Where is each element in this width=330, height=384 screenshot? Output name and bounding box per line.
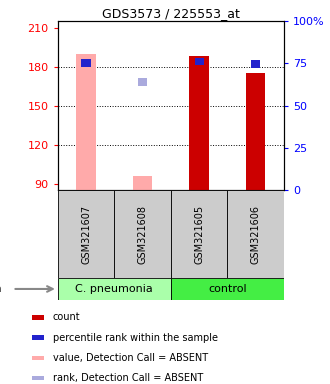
Bar xyxy=(246,73,265,190)
Bar xyxy=(58,278,171,300)
Bar xyxy=(171,190,227,278)
Title: GDS3573 / 225553_at: GDS3573 / 225553_at xyxy=(102,7,240,20)
Bar xyxy=(171,278,284,300)
Text: GSM321607: GSM321607 xyxy=(81,205,91,264)
Bar xyxy=(251,60,260,68)
Text: rank, Detection Call = ABSENT: rank, Detection Call = ABSENT xyxy=(53,373,203,383)
Text: GSM321606: GSM321606 xyxy=(250,205,261,264)
Bar xyxy=(227,190,284,278)
Bar xyxy=(32,356,45,360)
Bar xyxy=(32,376,45,380)
Bar xyxy=(82,59,90,66)
Bar xyxy=(32,335,45,340)
Text: C. pneumonia: C. pneumonia xyxy=(75,284,153,294)
Bar xyxy=(114,190,171,278)
Text: GSM321605: GSM321605 xyxy=(194,205,204,264)
Text: percentile rank within the sample: percentile rank within the sample xyxy=(53,333,218,343)
Bar xyxy=(189,56,209,190)
Bar xyxy=(58,190,114,278)
Bar xyxy=(133,176,152,190)
Bar xyxy=(194,58,204,65)
Bar xyxy=(76,54,96,190)
Bar xyxy=(138,78,147,86)
Text: GSM321608: GSM321608 xyxy=(138,205,148,264)
Text: infection: infection xyxy=(0,284,1,294)
Text: control: control xyxy=(208,284,247,294)
Text: count: count xyxy=(53,313,81,323)
Text: value, Detection Call = ABSENT: value, Detection Call = ABSENT xyxy=(53,353,208,363)
Bar xyxy=(32,315,45,320)
